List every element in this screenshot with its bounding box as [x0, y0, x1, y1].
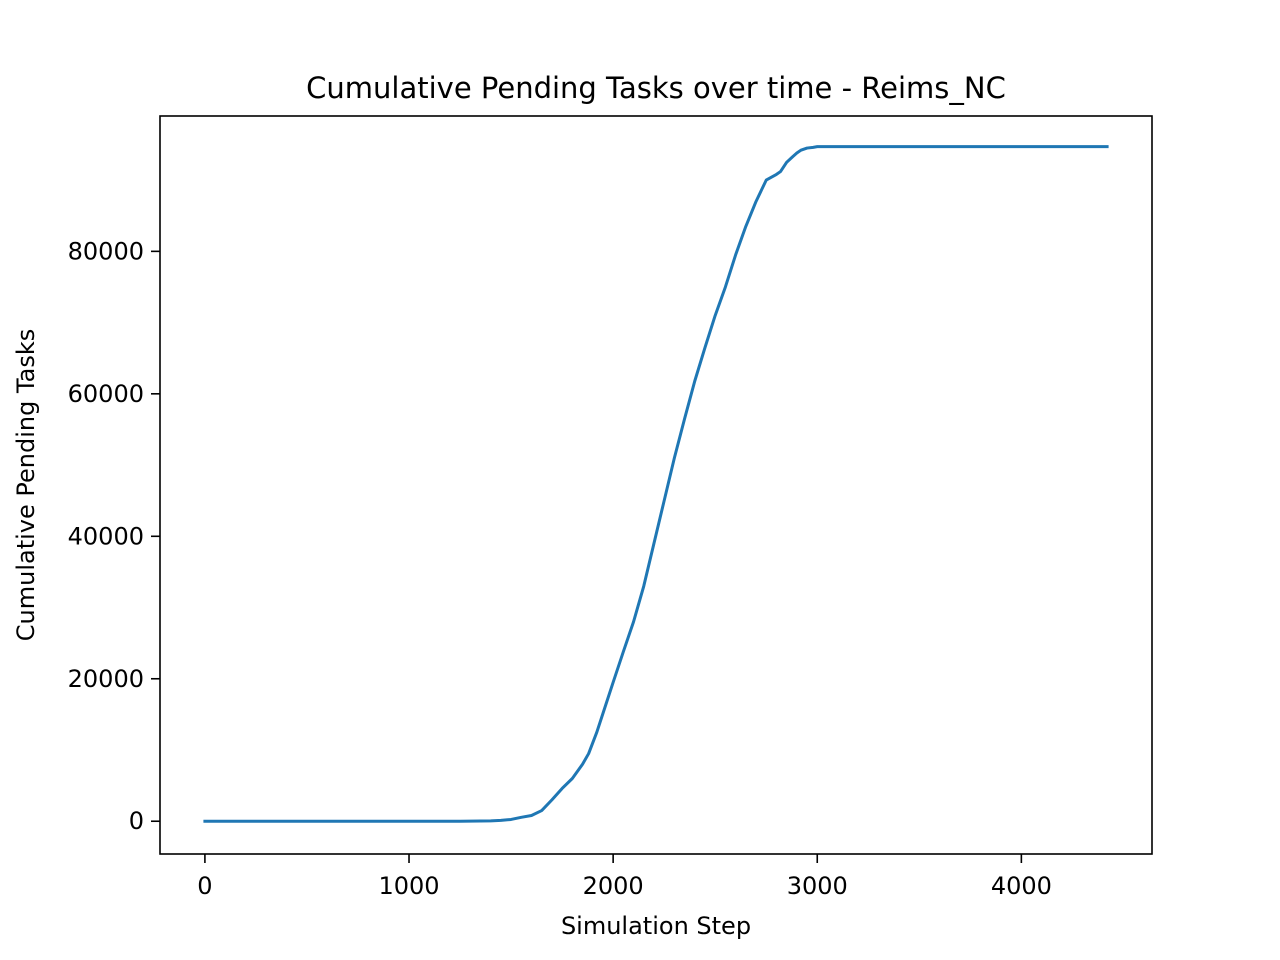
y-axis-ticks: 0 20000 40000 60000 80000: [68, 237, 160, 835]
x-tick-label: 3000: [787, 872, 848, 900]
x-axis-ticks: 0 1000 2000 3000 4000: [197, 854, 1052, 900]
x-axis-label: Simulation Step: [561, 912, 751, 940]
y-axis-label: Cumulative Pending Tasks: [12, 329, 40, 641]
x-tick-label: 0: [197, 872, 212, 900]
plot-frame: [159, 115, 1153, 855]
series-line-0: [203, 145, 1109, 823]
y-tick-label: 60000: [68, 380, 144, 408]
y-tick-label: 0: [129, 807, 144, 835]
y-tick-label: 80000: [68, 237, 144, 265]
series-layer: [203, 145, 1109, 823]
x-tick-label: 1000: [378, 872, 439, 900]
plot-background: [160, 116, 1152, 854]
x-tick-label: 2000: [583, 872, 644, 900]
plot-area: [160, 116, 1152, 854]
y-tick-label: 20000: [68, 665, 144, 693]
x-tick-label: 4000: [991, 872, 1052, 900]
y-tick-label: 40000: [68, 522, 144, 550]
chart-title: Cumulative Pending Tasks over time - Rei…: [306, 71, 1006, 105]
